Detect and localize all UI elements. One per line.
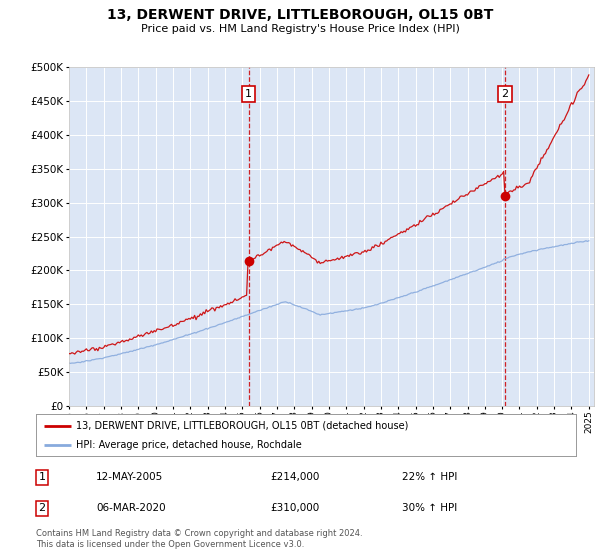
Text: 22% ↑ HPI: 22% ↑ HPI [402, 473, 457, 482]
Text: Price paid vs. HM Land Registry's House Price Index (HPI): Price paid vs. HM Land Registry's House … [140, 24, 460, 34]
Text: 12-MAY-2005: 12-MAY-2005 [96, 473, 163, 482]
Text: £310,000: £310,000 [270, 503, 319, 513]
Text: HPI: Average price, detached house, Rochdale: HPI: Average price, detached house, Roch… [77, 440, 302, 450]
Text: 06-MAR-2020: 06-MAR-2020 [96, 503, 166, 513]
Text: Contains HM Land Registry data © Crown copyright and database right 2024.
This d: Contains HM Land Registry data © Crown c… [36, 529, 362, 549]
Text: 30% ↑ HPI: 30% ↑ HPI [402, 503, 457, 513]
Text: £214,000: £214,000 [270, 473, 319, 482]
Text: 1: 1 [245, 89, 252, 99]
Text: 13, DERWENT DRIVE, LITTLEBOROUGH, OL15 0BT (detached house): 13, DERWENT DRIVE, LITTLEBOROUGH, OL15 0… [77, 421, 409, 431]
Text: 13, DERWENT DRIVE, LITTLEBOROUGH, OL15 0BT: 13, DERWENT DRIVE, LITTLEBOROUGH, OL15 0… [107, 8, 493, 22]
Text: 1: 1 [38, 473, 46, 482]
Text: 2: 2 [502, 89, 509, 99]
Text: 2: 2 [38, 503, 46, 513]
